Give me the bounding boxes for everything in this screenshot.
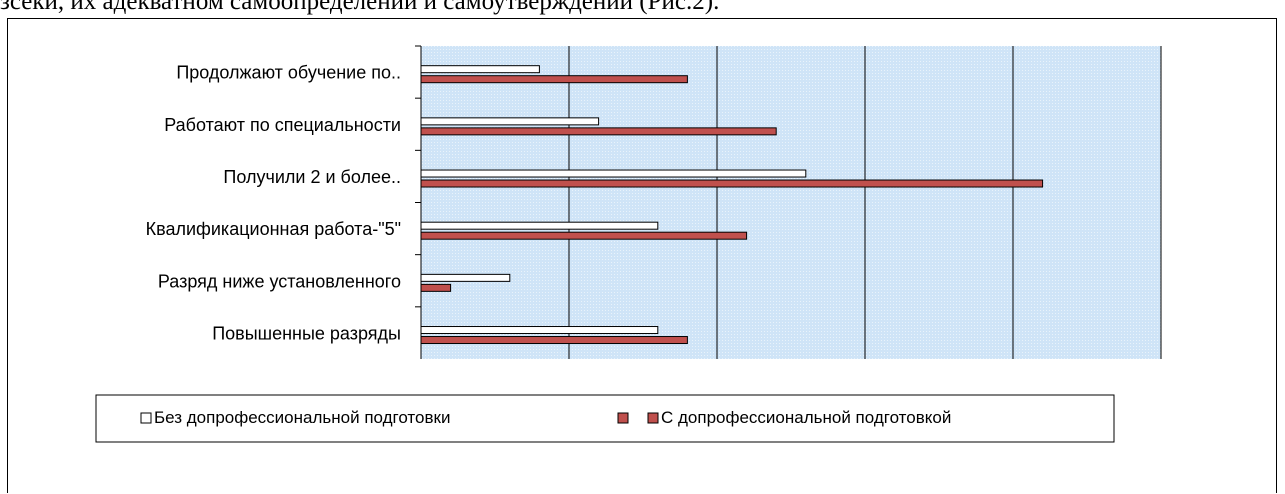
category-label-2: Работают по специальности	[164, 115, 401, 135]
legend-marker-1	[140, 412, 152, 424]
bar-series2-4	[420, 231, 748, 240]
legend-box	[95, 394, 1115, 443]
bar-series1-3	[420, 169, 807, 178]
category-label-6: Повышенные разряды	[212, 324, 401, 344]
bar-series1-4	[420, 221, 659, 230]
bar-series2-1	[420, 75, 688, 84]
legend-label-3: С допрофессиональной подготовкой	[661, 408, 951, 427]
chart-frame: Продолжают обучение по.. Работают по спец…	[7, 18, 1277, 493]
plot-area	[421, 46, 1161, 359]
bar-series1-6	[420, 326, 659, 335]
category-label-5: Разряд ниже установленного	[158, 271, 401, 291]
bar-series1-2	[420, 117, 600, 126]
bar-series2-6	[420, 336, 688, 345]
legend-marker-2	[617, 412, 629, 424]
category-label-3: Получили 2 и более..	[223, 167, 401, 187]
bar-series2-2	[420, 127, 777, 136]
bar-series1-1	[420, 65, 540, 74]
bar-chart: Продолжают обучение по.. Работают по спец…	[95, 45, 1162, 443]
category-label-4: Квалификационная работа-"5"	[146, 219, 401, 239]
category-label-1: Продолжают обучение по..	[176, 63, 401, 83]
bar-series1-5	[420, 273, 511, 282]
legend-marker-3	[647, 412, 659, 424]
legend-label-1: Без допрофессиональной подготовки	[154, 408, 450, 427]
page-heading-fragment: зсеки, их адекватном самоопределении и с…	[0, 0, 720, 15]
bar-series2-3	[420, 179, 1044, 188]
bar-series2-5	[420, 283, 452, 292]
